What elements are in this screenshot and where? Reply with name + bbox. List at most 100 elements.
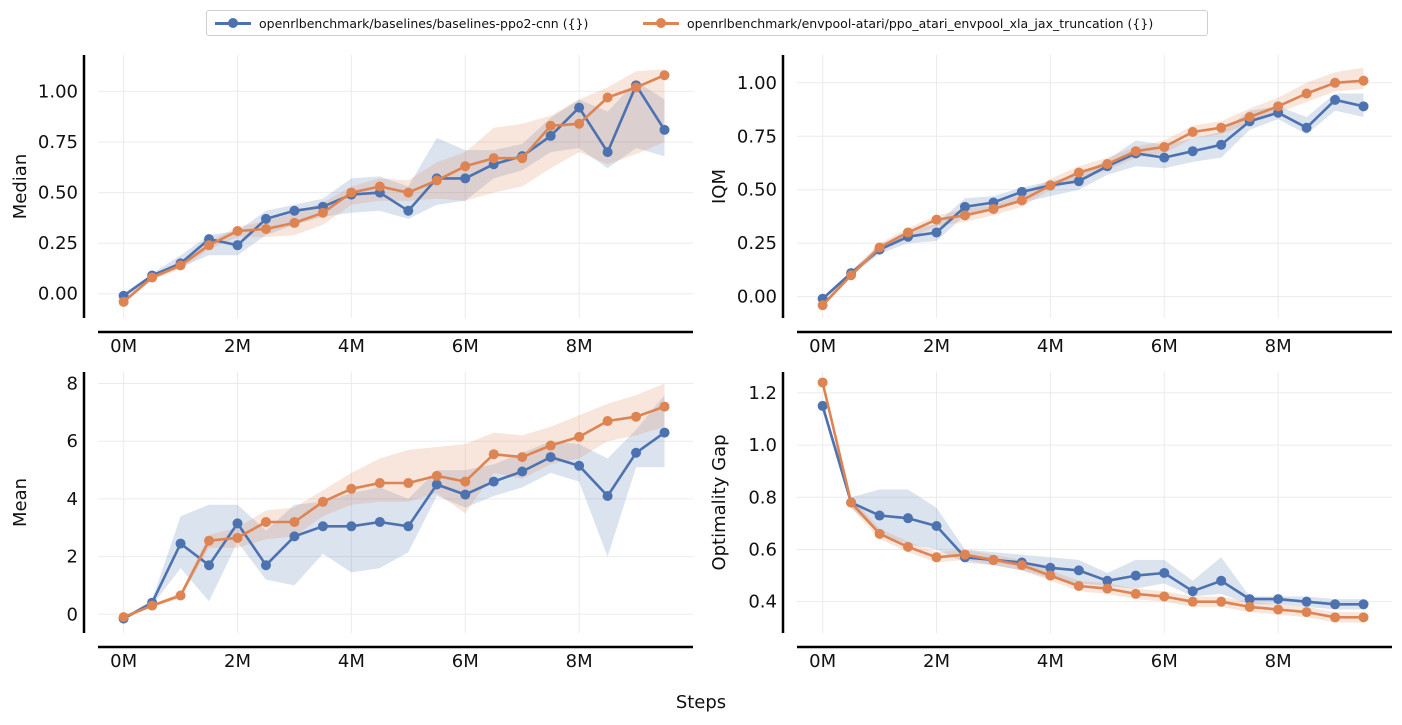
mean-panel-series-0-point-12: [460, 489, 471, 500]
mean-panel-series-0-point-13: [488, 476, 499, 487]
mean-panel-band-1: [123, 383, 665, 619]
iqm-panel-band-1: [822, 67, 1364, 308]
mean-panel-series-1-point-16: [574, 431, 585, 442]
iqm-panel-series-0-point-17: [1301, 122, 1312, 133]
optimality-gap-panel-ylabel: Optimality Gap: [709, 434, 730, 570]
median-panel-series-1-point-1: [147, 272, 158, 283]
iqm-panel-ytick-label-3: 0.75: [737, 126, 777, 147]
mean-panel-series-0-point-11: [431, 479, 442, 490]
median-panel-xtick-label-4: 8M: [566, 336, 593, 357]
optimality-gap-panel-series-1-point-18: [1330, 612, 1341, 623]
mean-panel-band-0: [123, 395, 665, 620]
legend-item-baselines[interactable]: openrlbenchmark/baselines/baselines-ppo2…: [215, 11, 588, 35]
mean-panel-series-0-point-3: [204, 560, 215, 571]
mean-panel-series-1-point-1: [147, 600, 158, 611]
optimality-gap-panel-series-1-point-7: [1016, 560, 1027, 571]
mean-panel-series-1-point-5: [260, 516, 271, 527]
mean-panel-series-0-point-7: [317, 521, 328, 532]
iqm-panel-series-1-point-10: [1102, 159, 1113, 170]
median-panel-xtick-label-0: 0M: [110, 336, 137, 357]
median-panel-xtick-label-1: 2M: [224, 336, 251, 357]
mean-panel-series-0-point-5: [260, 560, 271, 571]
optimality-gap-panel-series-0-point-18: [1330, 599, 1341, 610]
optimality-gap-panel-series-0-point-10: [1102, 575, 1113, 586]
median-panel-series-1-point-0: [118, 296, 129, 307]
iqm-panel-series-1-point-4: [931, 214, 942, 225]
optimality-gap-panel-series-1-point-0: [817, 377, 828, 388]
optimality-gap-panel-ytick-label-4: 1.2: [748, 383, 777, 404]
optimality-gap-panel-series-0-point-13: [1187, 586, 1198, 597]
median-panel-series-0-point-15: [545, 130, 556, 141]
optimality-gap-panel-xtick-label-4: 8M: [1265, 651, 1292, 672]
mean-panel-series-0-point-6: [289, 531, 300, 542]
optimality-gap-panel-xtick-label-2: 4M: [1037, 651, 1064, 672]
iqm-panel-series-1-point-12: [1159, 141, 1170, 152]
iqm-panel-series-1-point-11: [1130, 146, 1141, 157]
iqm-panel-series-0-point-13: [1187, 146, 1198, 157]
iqm-panel-series-1-point-0: [817, 300, 828, 311]
mean-panel-series-1-point-6: [289, 516, 300, 527]
optimality-gap-panel-series-1-point-9: [1073, 581, 1084, 592]
iqm-panel-xtick-label-0: 0M: [809, 336, 836, 357]
legend-swatch-baselines: [215, 17, 251, 29]
iqm-panel-ytick-label-2: 0.50: [737, 180, 777, 201]
iqm-panel-band-0: [822, 93, 1364, 301]
median-panel-ytick-label-1: 0.25: [38, 233, 78, 254]
optimality-gap-panel-series-0-point-2: [874, 510, 885, 521]
legend-item-envpool[interactable]: openrlbenchmark/envpool-atari/ppo_atari_…: [643, 11, 1153, 35]
iqm-panel-ytick-label-0: 0.00: [737, 287, 777, 308]
median-panel-series-1-point-6: [289, 217, 300, 228]
optimality-gap-panel: 0M 2M 4M 6M 8M 0.4 0.6 0.8 1.0 1.2 Optimality Gap: [709, 372, 1392, 672]
median-panel-series-1-point-18: [631, 82, 642, 93]
iqm-panel-series-1-point-15: [1244, 112, 1255, 123]
iqm-panel-xtick-label-3: 6M: [1151, 336, 1178, 357]
mean-panel-series-0-point-9: [374, 516, 385, 527]
mean-panel-series-0-point-19: [659, 427, 670, 438]
mean-panel-series-1-point-8: [346, 483, 357, 494]
median-panel-series-0-point-12: [460, 173, 471, 184]
optimality-gap-panel-series-1-point-4: [931, 552, 942, 563]
mean-panel-series-1-point-14: [517, 452, 528, 463]
optimality-gap-panel-series-0-point-19: [1358, 599, 1369, 610]
iqm-panel-series-0-point-9: [1073, 176, 1084, 187]
legend-label-baselines: openrlbenchmark/baselines/baselines-ppo2…: [259, 15, 589, 31]
optimality-gap-panel-band-0: [822, 400, 1364, 610]
median-panel-ytick-label-3: 0.75: [38, 132, 78, 153]
mean-panel-series-1-point-17: [602, 416, 613, 427]
median-panel-ytick-label-4: 1.00: [38, 81, 78, 102]
mean-panel-series-0-point-17: [602, 491, 613, 502]
median-panel-series-0-point-5: [260, 213, 271, 224]
optimality-gap-panel-series-1-point-2: [874, 528, 885, 539]
mean-panel-series-1-point-12: [460, 476, 471, 487]
iqm-panel-series-0-point-4: [931, 227, 942, 238]
mean-panel-ylabel: Mean: [10, 478, 31, 527]
iqm-panel-series-1-point-7: [1016, 195, 1027, 206]
median-panel-series-1-point-3: [204, 240, 215, 251]
mean-panel-series-0-point-16: [574, 460, 585, 471]
median-panel-series-0-point-10: [403, 205, 414, 216]
mean-panel-ytick-label-4: 8: [67, 374, 78, 395]
iqm-panel-ylabel: IQM: [709, 169, 730, 204]
mean-panel-series-0-point-4: [232, 518, 243, 529]
median-panel-series-1-point-17: [602, 92, 613, 103]
optimality-gap-panel-series-1-point-1: [846, 497, 857, 508]
median-panel-series-1-point-10: [403, 187, 414, 198]
optimality-gap-panel-series-0-point-8: [1045, 562, 1056, 573]
mean-panel-series-1-point-18: [631, 411, 642, 422]
iqm-panel-series-0-point-18: [1330, 94, 1341, 105]
optimality-gap-panel-series-0-point-3: [903, 513, 914, 524]
mean-panel-series-1-point-9: [374, 478, 385, 489]
optimality-gap-panel-series-1-point-17: [1301, 607, 1312, 618]
median-panel-xtick-label-2: 4M: [338, 336, 365, 357]
optimality-gap-panel-series-1-point-5: [959, 549, 970, 560]
optimality-gap-panel-xtick-label-3: 6M: [1151, 651, 1178, 672]
median-panel-series-1-point-7: [317, 207, 328, 218]
mean-panel-xtick-label-0: 0M: [110, 651, 137, 672]
median-panel-series-1-point-12: [460, 161, 471, 172]
legend-label-envpool: openrlbenchmark/envpool-atari/ppo_atari_…: [687, 15, 1154, 31]
iqm-panel-series-0-point-5: [959, 201, 970, 212]
median-panel-ylabel: Median: [10, 154, 31, 219]
mean-panel-series-1-point-10: [403, 478, 414, 489]
median-panel-series-1-point-14: [517, 153, 528, 164]
mean-panel-xtick-label-3: 6M: [452, 651, 479, 672]
